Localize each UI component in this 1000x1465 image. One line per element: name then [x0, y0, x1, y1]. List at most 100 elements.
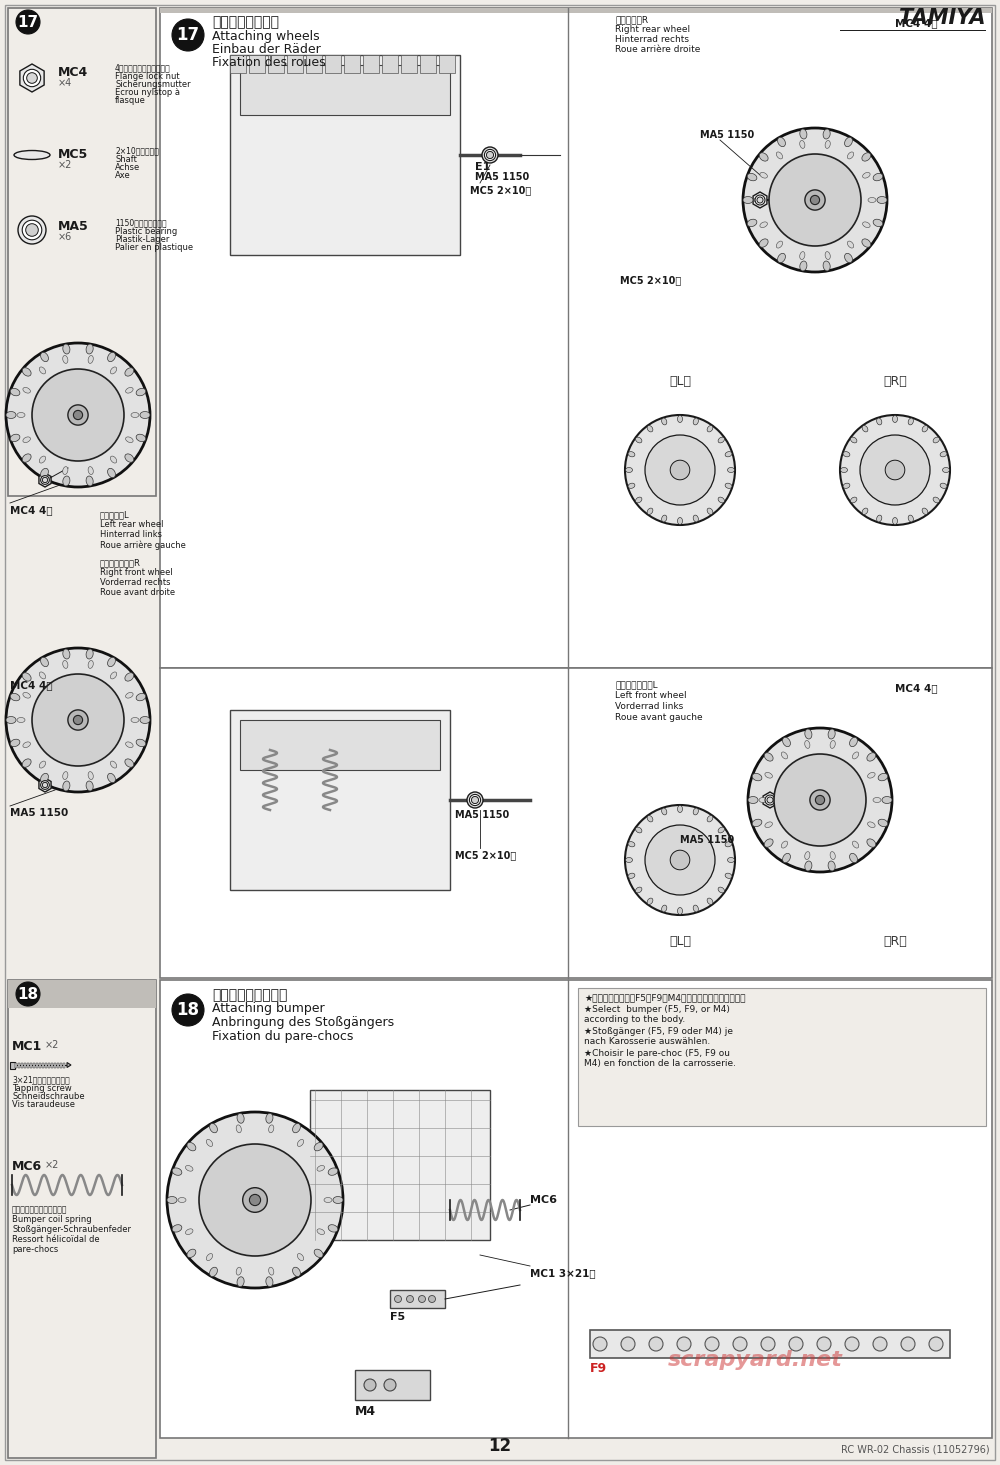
- Ellipse shape: [707, 816, 713, 822]
- Ellipse shape: [718, 437, 724, 442]
- Ellipse shape: [63, 649, 70, 659]
- Text: E1: E1: [475, 163, 490, 171]
- Text: Ecrou nylstop à: Ecrou nylstop à: [115, 88, 180, 97]
- Ellipse shape: [747, 220, 757, 227]
- Ellipse shape: [63, 781, 70, 791]
- Circle shape: [41, 476, 49, 485]
- Text: ×2: ×2: [45, 1160, 59, 1171]
- Bar: [39, 1062, 41, 1068]
- Circle shape: [743, 127, 887, 272]
- Ellipse shape: [862, 508, 868, 514]
- Ellipse shape: [830, 851, 835, 860]
- Ellipse shape: [108, 352, 115, 362]
- Ellipse shape: [707, 425, 713, 432]
- Ellipse shape: [14, 151, 50, 160]
- Bar: [306, 56, 322, 73]
- Ellipse shape: [626, 467, 633, 473]
- Ellipse shape: [759, 152, 768, 161]
- Bar: [8, 7, 156, 497]
- Bar: [390, 1291, 445, 1308]
- Ellipse shape: [764, 753, 773, 762]
- Ellipse shape: [126, 437, 133, 442]
- Text: リヤホイーL: リヤホイーL: [100, 510, 130, 519]
- Ellipse shape: [805, 861, 812, 872]
- Text: MC5: MC5: [58, 148, 88, 161]
- Ellipse shape: [88, 356, 93, 363]
- Circle shape: [593, 1338, 607, 1351]
- Text: MC6: MC6: [12, 1160, 42, 1173]
- Text: Roue avant droite: Roue avant droite: [100, 587, 175, 598]
- Circle shape: [395, 1295, 402, 1302]
- Ellipse shape: [41, 774, 48, 782]
- Text: Roue arrière gauche: Roue arrière gauche: [100, 541, 186, 549]
- Text: Axe: Axe: [115, 171, 131, 180]
- Ellipse shape: [86, 476, 93, 486]
- Ellipse shape: [728, 857, 734, 863]
- Ellipse shape: [108, 469, 115, 478]
- Ellipse shape: [126, 693, 133, 699]
- Ellipse shape: [863, 173, 870, 179]
- Ellipse shape: [783, 853, 790, 863]
- Ellipse shape: [187, 1143, 196, 1151]
- Text: Palier en plastique: Palier en plastique: [115, 243, 193, 252]
- Ellipse shape: [867, 753, 876, 762]
- Circle shape: [761, 1338, 775, 1351]
- Ellipse shape: [760, 173, 767, 179]
- Ellipse shape: [862, 239, 871, 248]
- Ellipse shape: [805, 730, 812, 738]
- Ellipse shape: [725, 483, 732, 488]
- Ellipse shape: [63, 661, 68, 668]
- Bar: [230, 56, 246, 73]
- Ellipse shape: [776, 152, 783, 158]
- Ellipse shape: [882, 797, 892, 803]
- Ellipse shape: [63, 356, 68, 363]
- Ellipse shape: [6, 716, 16, 724]
- Text: リヤホイーR: リヤホイーR: [615, 15, 648, 23]
- Bar: [160, 980, 992, 1439]
- Ellipse shape: [678, 416, 682, 422]
- Circle shape: [625, 804, 735, 916]
- Bar: [10, 1062, 15, 1068]
- Text: Attaching wheels: Attaching wheels: [212, 29, 320, 42]
- Text: ×2: ×2: [58, 160, 72, 170]
- Text: according to the body.: according to the body.: [584, 1015, 685, 1024]
- Circle shape: [860, 435, 930, 505]
- Ellipse shape: [725, 873, 732, 879]
- Ellipse shape: [933, 497, 939, 502]
- Ellipse shape: [328, 1168, 338, 1175]
- Ellipse shape: [125, 368, 134, 377]
- Circle shape: [645, 435, 715, 505]
- Ellipse shape: [131, 718, 139, 722]
- Text: Shaft: Shaft: [115, 155, 137, 164]
- Ellipse shape: [718, 888, 724, 892]
- Ellipse shape: [41, 469, 48, 478]
- Text: MA5 1150: MA5 1150: [475, 171, 529, 182]
- Text: F5: F5: [390, 1313, 405, 1321]
- Ellipse shape: [759, 239, 768, 248]
- Ellipse shape: [126, 387, 133, 393]
- Text: バンパーの取り付け: バンパーの取り付け: [212, 987, 287, 1002]
- Bar: [54, 1062, 56, 1068]
- Text: MC1: MC1: [12, 1040, 42, 1053]
- Ellipse shape: [940, 483, 947, 488]
- Ellipse shape: [647, 425, 653, 432]
- Ellipse shape: [86, 649, 93, 659]
- Circle shape: [27, 73, 37, 84]
- Text: Right rear wheel: Right rear wheel: [615, 25, 690, 34]
- Text: Attaching bumper: Attaching bumper: [212, 1002, 325, 1015]
- Bar: [24, 1062, 26, 1068]
- Text: M4) en fonction de la carrosserie.: M4) en fonction de la carrosserie.: [584, 1059, 736, 1068]
- Text: Fixation des roues: Fixation des roues: [212, 56, 326, 69]
- Text: Stoßgänger-Schraubenfeder: Stoßgänger-Schraubenfeder: [12, 1225, 131, 1234]
- Text: Bumper coil spring: Bumper coil spring: [12, 1214, 92, 1223]
- Circle shape: [484, 149, 496, 161]
- Bar: [21, 1062, 23, 1068]
- Bar: [160, 668, 992, 979]
- Ellipse shape: [293, 1267, 300, 1276]
- Text: Left rear wheel: Left rear wheel: [100, 520, 164, 529]
- Ellipse shape: [628, 841, 635, 847]
- Ellipse shape: [17, 718, 25, 722]
- Ellipse shape: [39, 762, 46, 768]
- Ellipse shape: [867, 839, 876, 847]
- Ellipse shape: [662, 418, 667, 425]
